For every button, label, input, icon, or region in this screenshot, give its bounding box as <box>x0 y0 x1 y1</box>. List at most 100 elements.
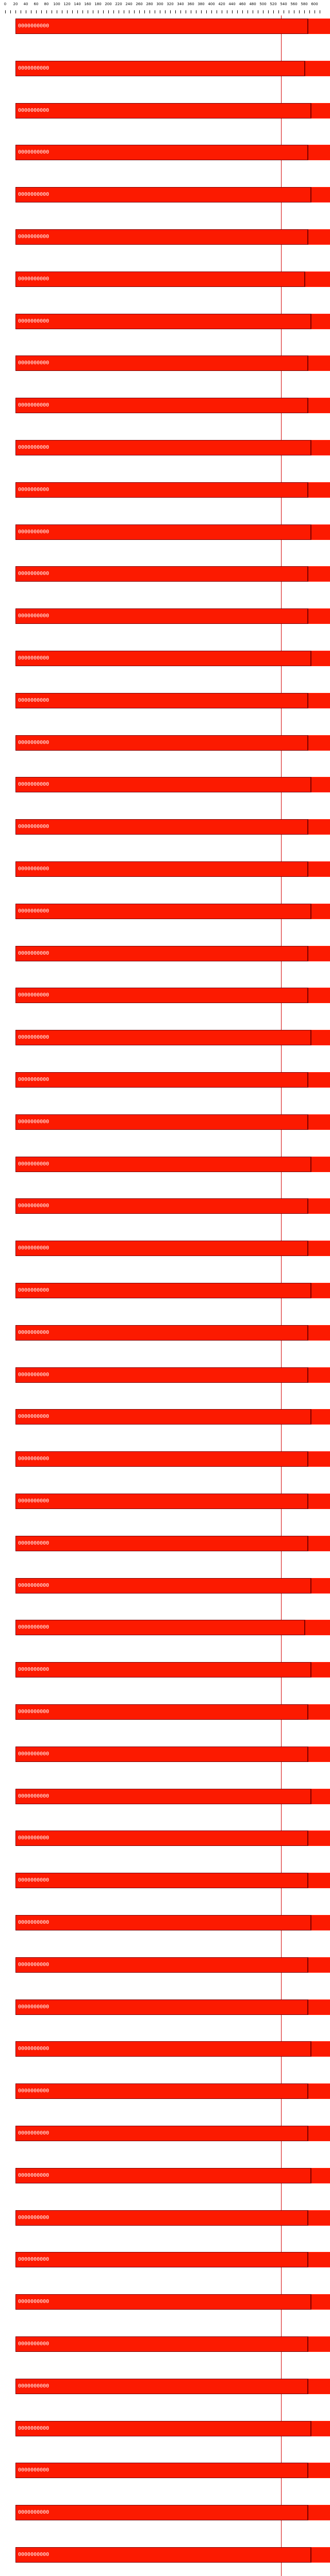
bar-label: 0000000000 <box>18 2383 50 2389</box>
bar-row[interactable]: 0000000000 <box>15 1620 330 1635</box>
bar <box>15 398 308 413</box>
bar-row[interactable]: 0000000000 <box>15 2210 330 2226</box>
bar-row[interactable]: 0000000000 <box>15 1367 330 1383</box>
bar-label: 0000000000 <box>18 1793 50 1799</box>
bar <box>15 229 308 245</box>
bar-row[interactable]: 0000000000 <box>15 103 330 118</box>
bar-row[interactable]: 0000000000 <box>15 1325 330 1341</box>
bar-row[interactable]: 0000000000 <box>15 482 330 498</box>
bar-label: 0000000000 <box>18 1456 50 1462</box>
bar-row[interactable]: 0000000000 <box>15 2126 330 2141</box>
bar-row[interactable]: 0000000000 <box>15 2463 330 2478</box>
bar-tail-segment <box>308 1325 330 1341</box>
bar-label: 0000000000 <box>18 2215 50 2221</box>
bar-row[interactable]: 0000000000 <box>15 2421 330 2436</box>
bar-label: 0000000000 <box>18 65 50 71</box>
bar-row[interactable]: 0000000000 <box>15 440 330 455</box>
bar-row[interactable]: 0000000000 <box>15 1241 330 1256</box>
bar-label: 0000000000 <box>18 108 50 113</box>
bar-row[interactable]: 0000000000 <box>15 229 330 245</box>
bar-tail-segment <box>305 61 330 76</box>
bar <box>15 1578 311 1594</box>
bar-row[interactable]: 0000000000 <box>15 861 330 877</box>
ruler-tick-label: 400 <box>208 2 215 6</box>
bar-tail-segment <box>308 1704 330 1720</box>
bar-label: 0000000000 <box>18 1751 50 1757</box>
bar-row[interactable]: 0000000000 <box>15 904 330 919</box>
bar-row[interactable]: 0000000000 <box>15 1915 330 1930</box>
bar-row[interactable]: 0000000000 <box>15 1494 330 1509</box>
bar <box>15 2210 308 2226</box>
bar-row[interactable]: 0000000000 <box>15 2505 330 2520</box>
bar <box>15 1957 308 1973</box>
bar-row[interactable]: 0000000000 <box>15 2083 330 2099</box>
bar-row[interactable]: 0000000000 <box>15 1747 330 1762</box>
bar <box>15 1367 308 1383</box>
bar-row[interactable]: 0000000000 <box>15 988 330 1003</box>
bar <box>15 608 308 624</box>
bar-row[interactable]: 0000000000 <box>15 314 330 329</box>
ruler-tick <box>237 10 238 13</box>
bar-row[interactable]: 0000000000 <box>15 1662 330 1677</box>
bar <box>15 1536 308 1551</box>
bar-row[interactable]: 0000000000 <box>15 187 330 202</box>
bar <box>15 1451 308 1467</box>
bar-row[interactable]: 0000000000 <box>15 355 330 371</box>
bar-row[interactable]: 0000000000 <box>15 1451 330 1467</box>
bar-row[interactable]: 0000000000 <box>15 693 330 708</box>
bar-row[interactable]: 0000000000 <box>15 1831 330 1846</box>
bar <box>15 651 311 666</box>
bar <box>15 1325 308 1341</box>
bar-row[interactable]: 0000000000 <box>15 61 330 76</box>
bar-row[interactable]: 0000000000 <box>15 2168 330 2183</box>
bar-row[interactable]: 0000000000 <box>15 1789 330 1804</box>
bar-row[interactable]: 0000000000 <box>15 651 330 666</box>
bar-row[interactable]: 0000000000 <box>15 1114 330 1130</box>
bar-label: 0000000000 <box>18 1161 50 1167</box>
bar-row[interactable]: 0000000000 <box>15 1072 330 1088</box>
bar-row[interactable]: 0000000000 <box>15 1873 330 1888</box>
bar-row[interactable]: 0000000000 <box>15 2252 330 2267</box>
bar-row[interactable]: 0000000000 <box>15 145 330 160</box>
bar <box>15 819 308 835</box>
bar-row[interactable]: 0000000000 <box>15 1283 330 1298</box>
bar-row[interactable]: 0000000000 <box>15 1536 330 1551</box>
ruler-tick-label: 380 <box>197 2 205 6</box>
bar-row[interactable]: 0000000000 <box>15 272 330 287</box>
bar-row[interactable]: 0000000000 <box>15 1030 330 1045</box>
bar-tail-segment <box>311 1409 330 1425</box>
bar-label: 0000000000 <box>18 951 50 956</box>
bar-row[interactable]: 0000000000 <box>15 819 330 835</box>
bar <box>15 2421 311 2436</box>
bar-row[interactable]: 0000000000 <box>15 566 330 582</box>
bar-row[interactable]: 0000000000 <box>15 398 330 413</box>
bar-row[interactable]: 0000000000 <box>15 2547 330 2563</box>
bar-row[interactable]: 0000000000 <box>15 1157 330 1172</box>
bar-row[interactable]: 0000000000 <box>15 19 330 34</box>
bar-row[interactable]: 0000000000 <box>15 777 330 792</box>
bar-row[interactable]: 0000000000 <box>15 2379 330 2394</box>
bar-tail-segment <box>308 2505 330 2520</box>
bar-tail-segment <box>305 272 330 287</box>
ruler-tick-label: 20 <box>13 2 18 6</box>
bar-row[interactable]: 0000000000 <box>15 2294 330 2310</box>
bar-row[interactable]: 0000000000 <box>15 1198 330 1214</box>
bar-label: 0000000000 <box>18 2130 50 2136</box>
bar-row[interactable]: 0000000000 <box>15 735 330 751</box>
bar-row[interactable]: 0000000000 <box>15 608 330 624</box>
bar-label: 0000000000 <box>18 487 50 493</box>
bar-row[interactable]: 0000000000 <box>15 1999 330 2015</box>
bar-row[interactable]: 0000000000 <box>15 1409 330 1425</box>
ruler-tick <box>72 10 73 13</box>
bar-tail-segment <box>311 777 330 792</box>
bar-tail-segment <box>311 2041 330 2057</box>
bar-row[interactable]: 0000000000 <box>15 1704 330 1720</box>
bar-row[interactable]: 0000000000 <box>15 1957 330 1973</box>
bar-row[interactable]: 0000000000 <box>15 1578 330 1594</box>
bar-tail-segment <box>308 2210 330 2226</box>
bar-row[interactable]: 0000000000 <box>15 524 330 540</box>
bar-row[interactable]: 0000000000 <box>15 946 330 961</box>
bar-label: 0000000000 <box>18 698 50 703</box>
bar-row[interactable]: 0000000000 <box>15 2336 330 2352</box>
bar-row[interactable]: 0000000000 <box>15 2041 330 2057</box>
